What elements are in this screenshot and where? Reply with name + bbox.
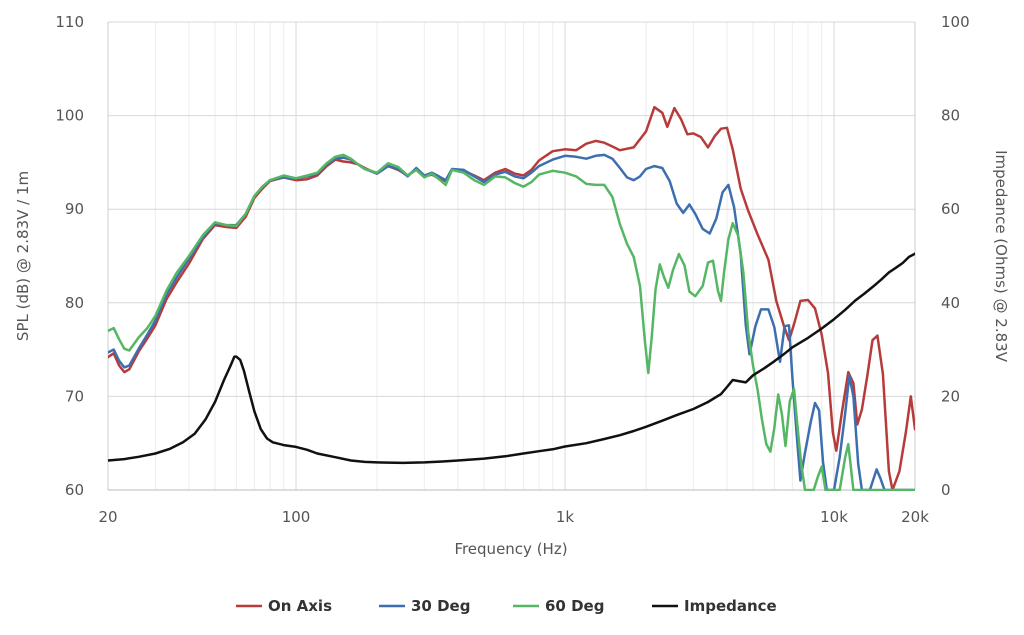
y-tick-label: 100	[55, 107, 84, 125]
x-tick-labels: 20 100 1k 10k 20k	[98, 508, 929, 526]
y-tick-label: 80	[65, 294, 84, 312]
legend-label-impedance: Impedance	[684, 597, 777, 615]
y2-tick-label: 0	[941, 481, 951, 499]
legend-item-impedance[interactable]: Impedance	[652, 597, 777, 615]
y-axis-title: SPL (dB) @ 2.83V / 1m	[14, 171, 32, 341]
legend: On Axis 30 Deg 60 Deg Impedance	[236, 597, 777, 615]
legend-item-60-deg[interactable]: 60 Deg	[513, 597, 604, 615]
legend-label-30-deg: 30 Deg	[411, 597, 470, 615]
series-line-on-axis[interactable]	[108, 105, 915, 491]
y2-tick-label: 20	[941, 387, 960, 405]
series-line-60-deg[interactable]	[108, 153, 915, 491]
series	[108, 105, 915, 491]
axes	[107, 22, 916, 491]
x-tick-label: 10k	[820, 508, 848, 526]
x-axis-title: Frequency (Hz)	[454, 540, 567, 558]
y-tick-label: 70	[65, 387, 84, 405]
y2-axis-title: Impedance (Ohms) @ 2.83V	[992, 150, 1010, 363]
x-tick-label: 20k	[901, 508, 929, 526]
x-tick-label: 1k	[556, 508, 575, 526]
y-tick-label: 60	[65, 481, 84, 499]
y-tick-labels: 60 70 80 90 100 110	[55, 13, 84, 499]
grid	[107, 21, 916, 491]
x-tick-label: 100	[282, 508, 311, 526]
y2-tick-label: 100	[941, 13, 970, 31]
y-tick-label: 90	[65, 200, 84, 218]
legend-item-on-axis[interactable]: On Axis	[236, 597, 332, 615]
legend-label-60-deg: 60 Deg	[545, 597, 604, 615]
y2-tick-labels: 0 20 40 60 80 100	[941, 13, 970, 499]
legend-item-30-deg[interactable]: 30 Deg	[379, 597, 470, 615]
legend-label-on-axis: On Axis	[268, 597, 332, 615]
y2-tick-label: 60	[941, 200, 960, 218]
y2-tick-label: 80	[941, 107, 960, 125]
y-tick-label: 110	[55, 13, 84, 31]
y2-tick-label: 40	[941, 294, 960, 312]
series-line-impedance[interactable]	[108, 252, 915, 465]
x-tick-label: 20	[98, 508, 117, 526]
